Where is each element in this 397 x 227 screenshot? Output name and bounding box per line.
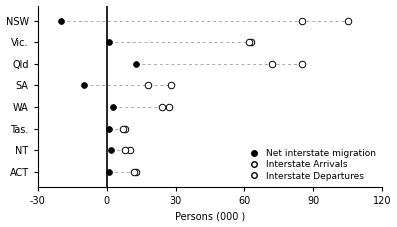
Point	[133, 62, 140, 66]
Legend: Net interstate migration, Interstate Arrivals, Interstate Departures: Net interstate migration, Interstate Arr…	[243, 147, 378, 182]
Point	[108, 148, 114, 152]
Point	[145, 84, 151, 87]
Point	[299, 19, 305, 22]
Point	[248, 40, 254, 44]
Point	[133, 170, 140, 174]
Point	[119, 127, 126, 130]
Point	[81, 84, 87, 87]
Point	[126, 148, 133, 152]
Point	[158, 105, 165, 109]
Point	[122, 127, 128, 130]
Point	[246, 40, 252, 44]
Point	[166, 105, 172, 109]
Point	[106, 170, 112, 174]
Point	[58, 19, 64, 22]
Point	[168, 84, 174, 87]
Point	[131, 170, 137, 174]
Point	[106, 127, 112, 130]
Point	[122, 148, 128, 152]
Point	[299, 62, 305, 66]
Point	[269, 62, 275, 66]
Point	[345, 19, 351, 22]
X-axis label: Persons (000 ): Persons (000 )	[175, 211, 245, 222]
Point	[106, 40, 112, 44]
Point	[110, 105, 117, 109]
